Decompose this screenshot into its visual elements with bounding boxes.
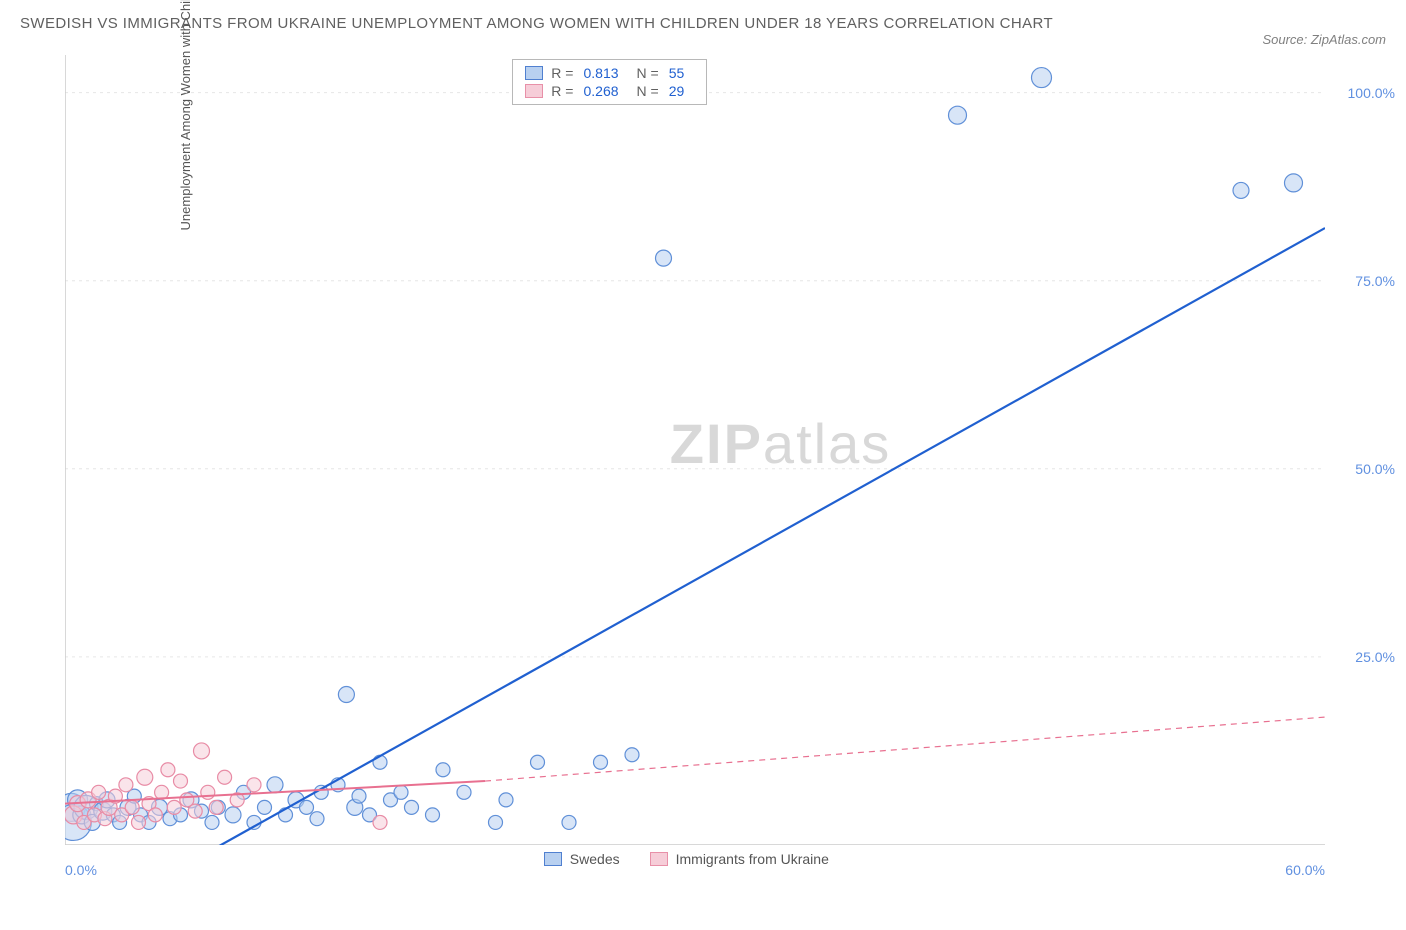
- legend-swatch: [525, 84, 543, 98]
- legend-swatch: [650, 852, 668, 866]
- x-tick-label: 60.0%: [1285, 862, 1325, 878]
- legend-swatch: [525, 66, 543, 80]
- source-label: Source: ZipAtlas.com: [1262, 32, 1386, 47]
- legend-r-label: R =: [551, 65, 573, 81]
- y-tick-label: 100.0%: [1348, 85, 1395, 101]
- correlation-legend: R = 0.813 N = 55 R = 0.268 N = 29: [512, 59, 707, 105]
- legend-r-value: 0.813: [583, 65, 618, 81]
- y-tick-label: 50.0%: [1355, 461, 1395, 477]
- chart-title: SWEDISH VS IMMIGRANTS FROM UKRAINE UNEMP…: [20, 12, 1053, 36]
- legend-n-value: 29: [669, 83, 685, 99]
- x-tick-label: 0.0%: [65, 862, 97, 878]
- y-tick-label: 75.0%: [1355, 273, 1395, 289]
- legend-n-value: 55: [669, 65, 685, 81]
- y-tick-label: 25.0%: [1355, 649, 1395, 665]
- legend-n-label: N =: [637, 83, 659, 99]
- legend-series-label: Immigrants from Ukraine: [676, 851, 829, 867]
- legend-n-label: N =: [637, 65, 659, 81]
- legend-swatch: [544, 852, 562, 866]
- scatter-plot: 25.0%50.0%75.0%100.0% 0.0%60.0% R = 0.81…: [65, 55, 1325, 850]
- legend-series-label: Swedes: [570, 851, 620, 867]
- series-legend: Swedes Immigrants from Ukraine: [544, 851, 829, 867]
- legend-r-label: R =: [551, 83, 573, 99]
- legend-r-value: 0.268: [583, 83, 618, 99]
